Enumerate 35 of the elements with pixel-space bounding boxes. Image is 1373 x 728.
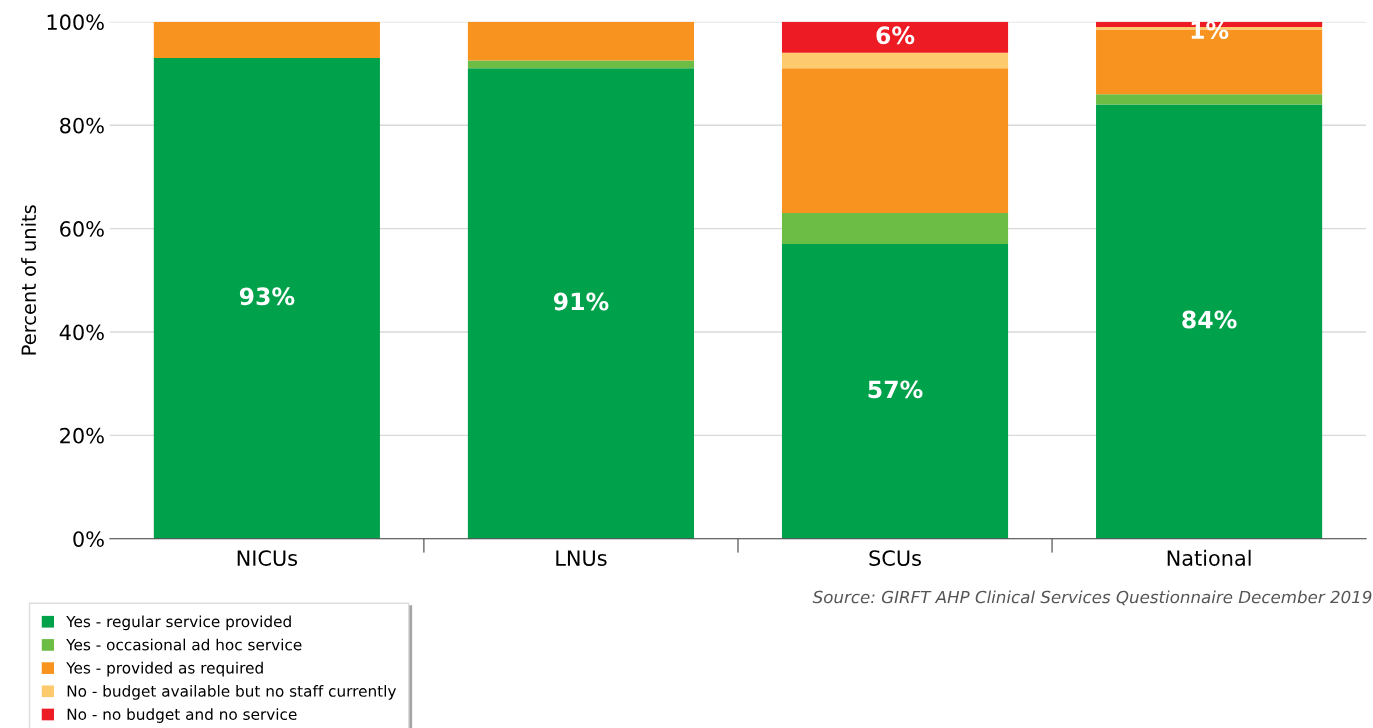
y-axis-title: Percent of units — [21, 205, 37, 355]
y-tick-label: 20% — [60, 427, 104, 444]
bar — [781, 52, 1009, 69]
x-tick-label: LNUs — [556, 550, 607, 566]
bar — [781, 213, 1009, 245]
x-tick-label: National — [1167, 549, 1251, 566]
bar — [153, 21, 380, 59]
y-tick-label: 100% — [47, 14, 104, 31]
data-label: 1% — [1191, 21, 1229, 40]
x-tick-label: NICUs — [237, 550, 298, 566]
bar — [467, 68, 695, 539]
y-tick-label: 60% — [60, 221, 104, 237]
bar — [1096, 94, 1323, 105]
data-label: 93% — [239, 287, 295, 306]
source-note: Source: GIRFT AHP Clinical Services Questionnaire December 2019 — [812, 590, 1372, 606]
y-tick-label: 40% — [59, 324, 104, 341]
y-tick-label: 80% — [60, 117, 104, 134]
bar — [1096, 104, 1323, 539]
bar — [467, 60, 695, 69]
legend-label: Yes - occasional ad hoc service — [66, 638, 302, 651]
data-label: 91% — [553, 292, 609, 311]
bar — [153, 58, 380, 539]
data-label: 6% — [876, 26, 915, 45]
legend-label: No - no budget and no service — [67, 708, 297, 723]
legend-label: Yes - regular service provided — [66, 615, 291, 631]
bar — [781, 68, 1009, 214]
bar — [781, 244, 1009, 539]
data-label: 84% — [1182, 310, 1237, 329]
bar — [781, 21, 1009, 53]
x-tick-label: SCUs — [869, 550, 921, 566]
legend-label: No - budget available but no staff currently — [67, 685, 397, 700]
bar — [467, 21, 695, 61]
y-tick-label: 0% — [73, 531, 104, 547]
data-label: 57% — [868, 380, 923, 399]
legend-label: Yes - provided as required — [66, 661, 263, 677]
